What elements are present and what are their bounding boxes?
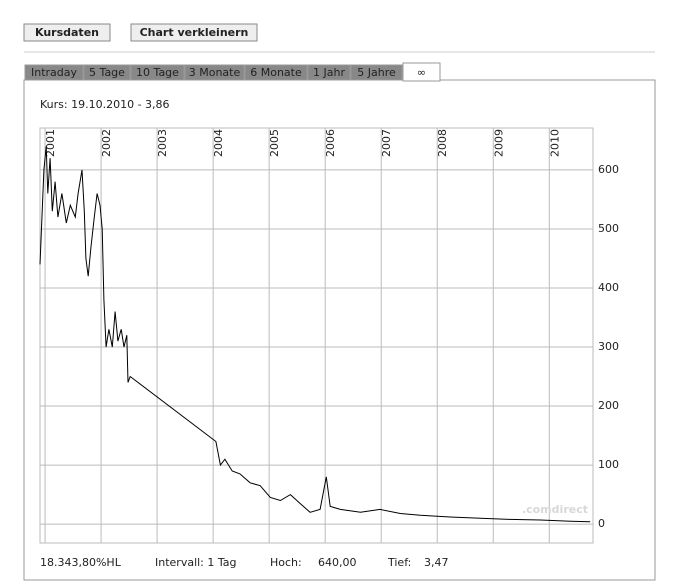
tab[interactable]: Intraday [24, 64, 84, 81]
performance: 18.343,80%HL [40, 556, 122, 569]
tab[interactable]: ∞ [402, 62, 441, 82]
tab[interactable]: 6 Monate [244, 64, 308, 81]
button-chart-verkleinern[interactable]: Chart verkleinern [130, 23, 258, 42]
chart-subtitle: Kurs: 19.10.2010 - 3,86 [40, 98, 170, 111]
x-tick-label: 2009 [492, 129, 505, 157]
button-kursdaten[interactable]: Kursdaten [23, 23, 111, 42]
x-tick-label: 2007 [380, 129, 393, 157]
tab[interactable]: 5 Tage [83, 64, 131, 81]
tab-label: 3 Monate [189, 66, 241, 79]
tab-bg [24, 64, 84, 81]
tab-bg [350, 64, 403, 81]
high-label: Hoch: [270, 556, 302, 569]
y-tick-label: 500 [598, 222, 619, 235]
tab-bg [244, 64, 308, 81]
button-bg [130, 23, 258, 42]
low-label: Tief: [387, 556, 411, 569]
tab-bg [307, 64, 351, 81]
tab-label: 1 Jahr [313, 66, 345, 79]
plot-area [39, 127, 594, 544]
button-bg [23, 23, 111, 42]
high-value: 640,00 [318, 556, 357, 569]
x-tick-label: 2006 [324, 129, 337, 157]
tab-label: 6 Monate [250, 66, 302, 79]
y-tick-label: 100 [598, 458, 619, 471]
tab[interactable]: 5 Jahre [350, 64, 403, 81]
watermark: .comdirect [522, 503, 588, 516]
x-tick-label: 2005 [268, 129, 281, 157]
low-value: 3,47 [424, 556, 449, 569]
button-label: Kursdaten [35, 26, 99, 39]
tab[interactable]: 3 Monate [184, 64, 245, 81]
tab-bar: Intraday 5 Tage 10 Tage 3 Monate 6 Monate 1 J… [24, 62, 441, 82]
tab-bg [130, 64, 185, 81]
x-tick-label: 2008 [436, 129, 449, 157]
y-tick-label: 600 [598, 163, 619, 176]
tab[interactable]: 10 Tage [130, 64, 185, 81]
price-line [39, 146, 591, 523]
tab[interactable]: 1 Jahr [307, 64, 351, 81]
tab-bg [402, 62, 441, 82]
x-tick-label: 2003 [156, 129, 169, 157]
tab-bg [83, 64, 131, 81]
tab-label: ∞ [417, 66, 426, 79]
tab-label: 5 Tage [89, 66, 125, 79]
y-tick-label: 400 [598, 281, 619, 294]
interval: Intervall: 1 Tag [155, 556, 237, 569]
plot: 0 100 200 300 400 500 600 2001 2002 2003 2004 2005 2… [39, 127, 619, 544]
x-tick-label: 2002 [100, 129, 113, 157]
x-tick-label: 2001 [44, 129, 57, 157]
tab-label: 5 Jahre [357, 66, 396, 79]
x-tick-label: 2004 [212, 129, 225, 157]
y-tick-label: 0 [598, 517, 605, 530]
y-tick-label: 200 [598, 399, 619, 412]
tab-bg [184, 64, 245, 81]
y-tick-label: 300 [598, 340, 619, 353]
x-tick-label: 2010 [548, 129, 561, 157]
button-label: Chart verkleinern [140, 26, 249, 39]
tab-label: 10 Tage [136, 66, 179, 79]
tab-label: Intraday [31, 66, 78, 79]
